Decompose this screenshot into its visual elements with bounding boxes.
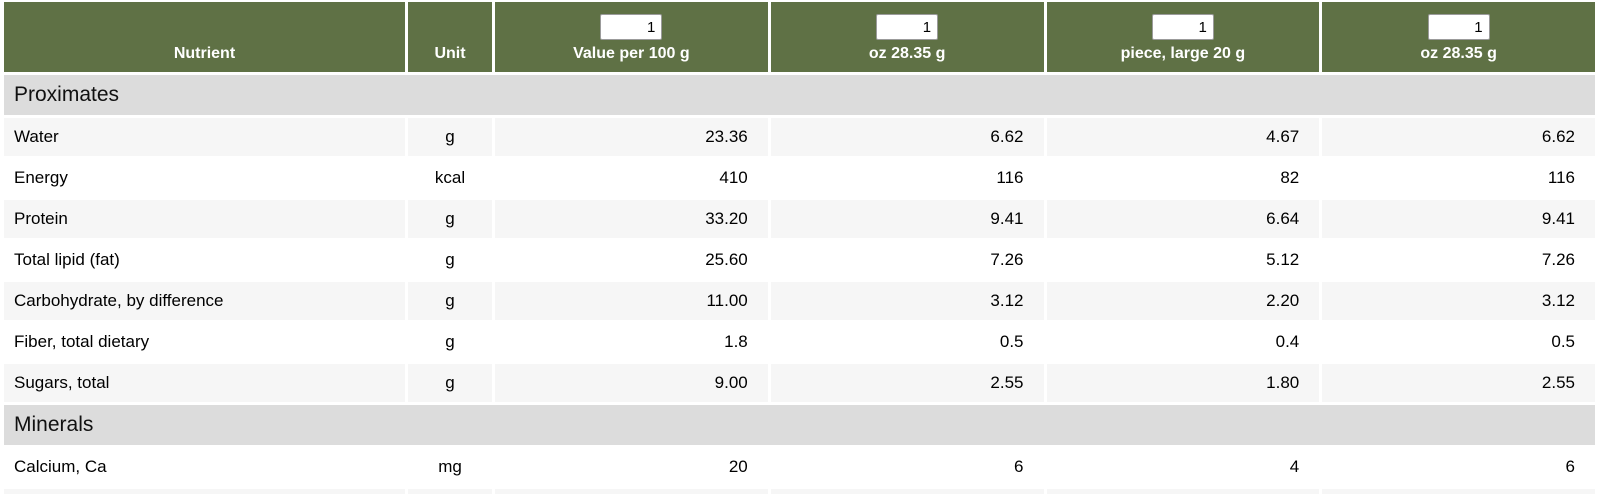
table-header: Nutrient Unit Value per 100 g oz 28.35 g p… — [4, 2, 1595, 72]
nutrient-name-cell: Fiber, total dietary — [4, 323, 405, 361]
nutrient-name-cell: Calcium, Ca — [4, 448, 405, 486]
value-cell-2: 82 — [1046, 159, 1320, 197]
value-cell-2: 2.20 — [1046, 282, 1320, 320]
value-cell-1: 9.41 — [770, 200, 1044, 238]
table-row: Water g 23.36 6.62 4.67 6.62 — [4, 118, 1595, 156]
value-cell-1 — [770, 489, 1044, 494]
value-cell-0: 11.00 — [495, 282, 768, 320]
nutrient-name-cell: Energy — [4, 159, 405, 197]
value-cell-3: 6 — [1322, 448, 1595, 486]
quantity-input-2[interactable] — [1151, 14, 1214, 40]
nutrient-name-cell: Sugars, total — [4, 364, 405, 402]
value-cell-0: 23.36 — [495, 118, 768, 156]
column-header-value-3: oz 28.35 g — [1322, 2, 1595, 72]
value-cell-0: 25.60 — [495, 241, 768, 279]
value-cell-2: 6.64 — [1046, 200, 1320, 238]
column-header-value-1: oz 28.35 g — [770, 2, 1044, 72]
nutrient-name-cell: Water — [4, 118, 405, 156]
value-cell-2: 0.4 — [1046, 323, 1320, 361]
unit-cell: g — [408, 364, 492, 402]
value-column-label: oz 28.35 g — [1420, 45, 1497, 62]
table-row: Protein g 33.20 9.41 6.64 9.41 — [4, 200, 1595, 238]
table-row: Energy kcal 410 116 82 116 — [4, 159, 1595, 197]
table-row: Fiber, total dietary g 1.8 0.5 0.4 0.5 — [4, 323, 1595, 361]
quantity-input-3[interactable] — [1427, 14, 1490, 40]
quantity-input-1[interactable] — [876, 14, 939, 40]
value-cell-0: 9.00 — [495, 364, 768, 402]
unit-cell: g — [408, 323, 492, 361]
value-cell-0: 20 — [495, 448, 768, 486]
value-cell-1: 2.55 — [770, 364, 1044, 402]
value-cell-3: 9.41 — [1322, 200, 1595, 238]
value-column-label: oz 28.35 g — [868, 45, 946, 62]
unit-cell — [408, 489, 492, 494]
value-cell-3 — [1322, 489, 1595, 494]
value-cell-2: 1.80 — [1046, 364, 1320, 402]
value-cell-1: 6.62 — [770, 118, 1044, 156]
section-header-proximates: Proximates — [4, 75, 1595, 115]
table-row: Sugars, total g 9.00 2.55 1.80 2.55 — [4, 364, 1595, 402]
value-cell-2 — [1046, 489, 1320, 494]
nutrient-table: Nutrient Unit Value per 100 g oz 28.35 g p… — [4, 2, 1595, 494]
value-cell-0: 33.20 — [495, 200, 768, 238]
value-cell-1: 7.26 — [770, 241, 1044, 279]
value-cell-3: 3.12 — [1322, 282, 1595, 320]
value-cell-3: 0.5 — [1322, 323, 1595, 361]
column-header-value-0: Value per 100 g — [495, 2, 768, 72]
value-cell-0: 1.8 — [495, 323, 768, 361]
section-header-minerals: Minerals — [4, 405, 1595, 445]
value-cell-3: 2.55 — [1322, 364, 1595, 402]
unit-cell: g — [408, 118, 492, 156]
value-cell-1: 6 — [770, 448, 1044, 486]
unit-cell: g — [408, 200, 492, 238]
value-column-label: piece, large 20 g — [1120, 45, 1246, 62]
section-title: Minerals — [14, 413, 94, 436]
nutrient-name-cell: Total lipid (fat) — [4, 241, 405, 279]
column-header-value-2: piece, large 20 g — [1046, 2, 1320, 72]
column-header-nutrient: Nutrient — [4, 2, 405, 72]
value-column-label: Value per 100 g — [573, 45, 690, 62]
table-body: Proximates Water g 23.36 6.62 4.67 6.62 Energy k… — [4, 75, 1595, 494]
value-cell-0 — [495, 489, 768, 494]
value-cell-2: 4 — [1046, 448, 1320, 486]
table-row: Calcium, Ca mg 20 6 4 6 — [4, 448, 1595, 486]
unit-column-label: Unit — [434, 45, 466, 62]
unit-cell: g — [408, 241, 492, 279]
quantity-input-0[interactable] — [600, 14, 663, 40]
value-cell-3: 6.62 — [1322, 118, 1595, 156]
nutrient-name-cell — [4, 489, 405, 494]
unit-cell: g — [408, 282, 492, 320]
table-row: Carbohydrate, by difference g 11.00 3.12 2.2… — [4, 282, 1595, 320]
value-cell-2: 4.67 — [1046, 118, 1320, 156]
value-cell-3: 7.26 — [1322, 241, 1595, 279]
value-cell-2: 5.12 — [1046, 241, 1320, 279]
nutrient-name-cell: Carbohydrate, by difference — [4, 282, 405, 320]
table-row-partial — [4, 489, 1595, 494]
section-title: Proximates — [14, 83, 120, 106]
unit-cell: mg — [408, 448, 492, 486]
value-cell-0: 410 — [495, 159, 768, 197]
column-header-unit: Unit — [408, 2, 492, 72]
nutrient-name-cell: Protein — [4, 200, 405, 238]
unit-cell: kcal — [408, 159, 492, 197]
nutrient-column-label: Nutrient — [173, 45, 236, 62]
value-cell-3: 116 — [1322, 159, 1595, 197]
table-row: Total lipid (fat) g 25.60 7.26 5.12 7.26 — [4, 241, 1595, 279]
value-cell-1: 0.5 — [770, 323, 1044, 361]
value-cell-1: 116 — [770, 159, 1044, 197]
value-cell-1: 3.12 — [770, 282, 1044, 320]
